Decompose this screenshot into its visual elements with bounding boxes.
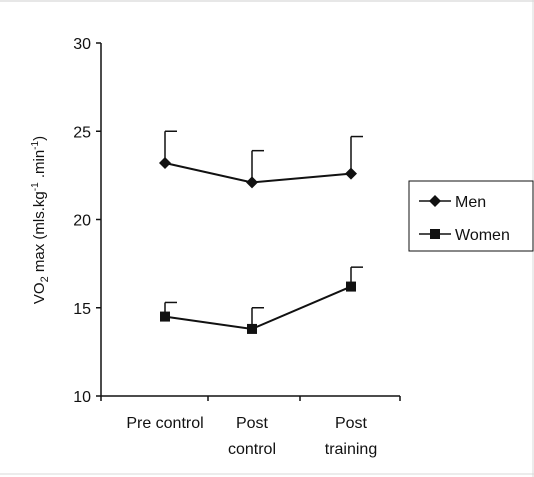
ylabel-main: VO [31, 282, 48, 304]
legend: Men Women [408, 180, 534, 252]
x-tick-label-line: Post [236, 415, 269, 432]
x-tick-label: Post training [325, 415, 377, 458]
legend-label-men: Men [455, 194, 486, 211]
legend-marker-women [430, 229, 440, 239]
ylabel-dot: .min [31, 150, 48, 183]
legend-label-women: Women [455, 227, 510, 244]
y-tick-label: 10 [73, 389, 91, 406]
y-tick-label: 30 [73, 36, 91, 53]
y-tick-label: 20 [73, 213, 91, 230]
data-point-women [160, 311, 170, 322]
x-tick-label: Post control [228, 415, 276, 458]
ylabel-sup1: -1 [30, 182, 41, 191]
ylabel-end: ) [31, 136, 48, 141]
ylabel-sub: 2 [39, 276, 51, 282]
y-tick-label: 15 [73, 301, 91, 318]
data-point-men [159, 157, 171, 170]
x-tick-label-line: control [228, 441, 276, 458]
ylabel-mid: max (mls.kg [31, 191, 48, 276]
data-point-women [247, 323, 257, 334]
series-line-men [164, 162, 352, 184]
ylabel-sup2: -1 [30, 140, 41, 149]
data-point-men [345, 167, 357, 180]
x-tick-label-line: Pre control [126, 415, 203, 432]
y-tick-label: 25 [73, 124, 91, 141]
x-tick-label-line: training [325, 441, 377, 458]
y-axis-label: VO2 max (mls.kg-1 .min-1) [30, 136, 51, 304]
x-tick-label: Pre control [126, 415, 203, 432]
x-tick-label-line: Post [335, 415, 368, 432]
data-point-women [346, 281, 356, 292]
legend-box [408, 180, 534, 252]
data-point-men [246, 176, 258, 189]
legend-marker-men [429, 195, 441, 207]
